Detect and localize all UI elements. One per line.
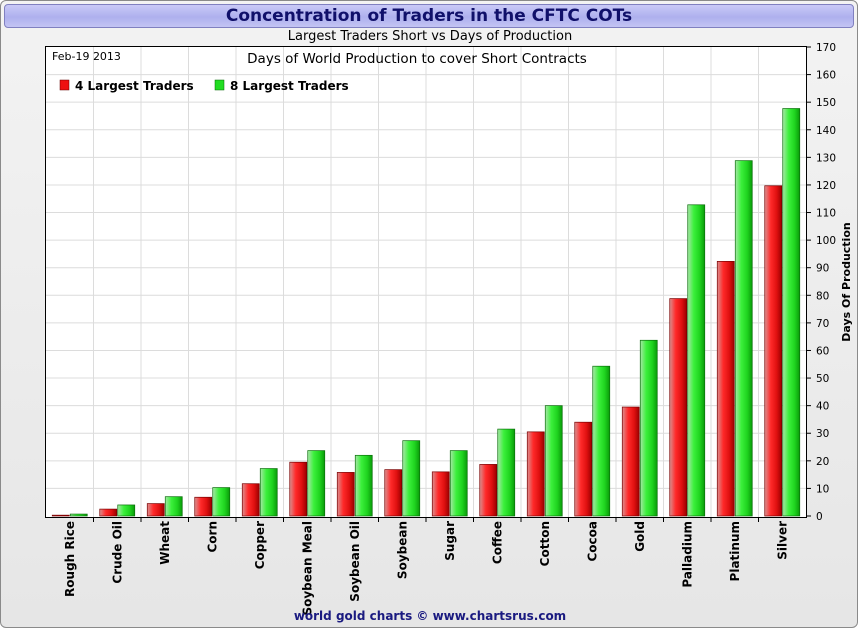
bar-8-largest-palladium bbox=[687, 204, 706, 517]
chart-inner-title: Days of World Production to cover Short … bbox=[247, 51, 587, 67]
date-label: Feb-19 2013 bbox=[52, 50, 121, 63]
bar-8-largest-gold bbox=[639, 339, 658, 517]
legend-label-4-largest: 4 Largest Traders bbox=[75, 79, 194, 93]
legend: 4 Largest Traders 8 Largest Traders bbox=[59, 79, 349, 93]
bar-8-largest-rough-rice bbox=[69, 513, 88, 517]
bar-4-largest-rough-rice bbox=[51, 514, 70, 517]
bar-8-largest-sugar bbox=[449, 450, 468, 517]
bar-8-largest-copper bbox=[259, 468, 278, 517]
bar-8-largest-platinum bbox=[734, 160, 753, 517]
bar-4-largest-wheat bbox=[146, 503, 165, 517]
legend-label-8-largest: 8 Largest Traders bbox=[230, 79, 349, 93]
legend-item-4-largest: 4 Largest Traders bbox=[59, 79, 194, 93]
bar-4-largest-copper bbox=[241, 483, 260, 517]
bar-4-largest-gold bbox=[621, 406, 640, 517]
plot-area: Feb-19 2013 Days of World Production to … bbox=[45, 46, 807, 518]
bar-4-largest-soybean-oil bbox=[336, 472, 355, 517]
bar-4-largest-soybean-meal bbox=[289, 461, 308, 517]
bar-4-largest-cocoa bbox=[574, 421, 593, 517]
legend-swatch-red bbox=[59, 79, 70, 91]
bar-4-largest-platinum bbox=[716, 261, 735, 517]
bar-4-largest-crude-oil bbox=[99, 508, 118, 517]
bar-8-largest-wheat bbox=[164, 496, 183, 517]
chart-subtitle: Largest Traders Short vs Days of Product… bbox=[287, 29, 573, 44]
bar-8-largest-crude-oil bbox=[117, 504, 136, 517]
bar-8-largest-coffee bbox=[497, 428, 516, 517]
bar-8-largest-soybean-meal bbox=[307, 450, 326, 517]
bar-8-largest-corn bbox=[212, 487, 231, 517]
bar-8-largest-soybean bbox=[402, 440, 421, 517]
bar-8-largest-cotton bbox=[544, 405, 563, 517]
bar-4-largest-palladium bbox=[669, 298, 688, 517]
footer-credit: world gold charts © www.chartsrus.com bbox=[293, 609, 567, 623]
legend-swatch-green bbox=[214, 79, 225, 91]
bar-4-largest-soybean bbox=[384, 469, 403, 517]
title-bar: Concentration of Traders in the CFTC COT… bbox=[4, 4, 854, 28]
bar-layer bbox=[51, 108, 801, 517]
bar-4-largest-cotton bbox=[526, 431, 545, 517]
bar-4-largest-coffee bbox=[479, 464, 498, 517]
bar-8-largest-soybean-oil bbox=[354, 454, 373, 517]
plot-svg: Feb-19 2013 Days of World Production to … bbox=[46, 47, 806, 517]
bar-4-largest-silver bbox=[764, 185, 783, 517]
chart-main-title: Concentration of Traders in the CFTC COT… bbox=[225, 6, 633, 26]
bar-4-largest-corn bbox=[194, 496, 213, 517]
legend-item-8-largest: 8 Largest Traders bbox=[214, 79, 349, 93]
bar-8-largest-silver bbox=[782, 108, 801, 517]
bar-8-largest-cocoa bbox=[592, 365, 611, 517]
bar-4-largest-sugar bbox=[431, 471, 450, 517]
